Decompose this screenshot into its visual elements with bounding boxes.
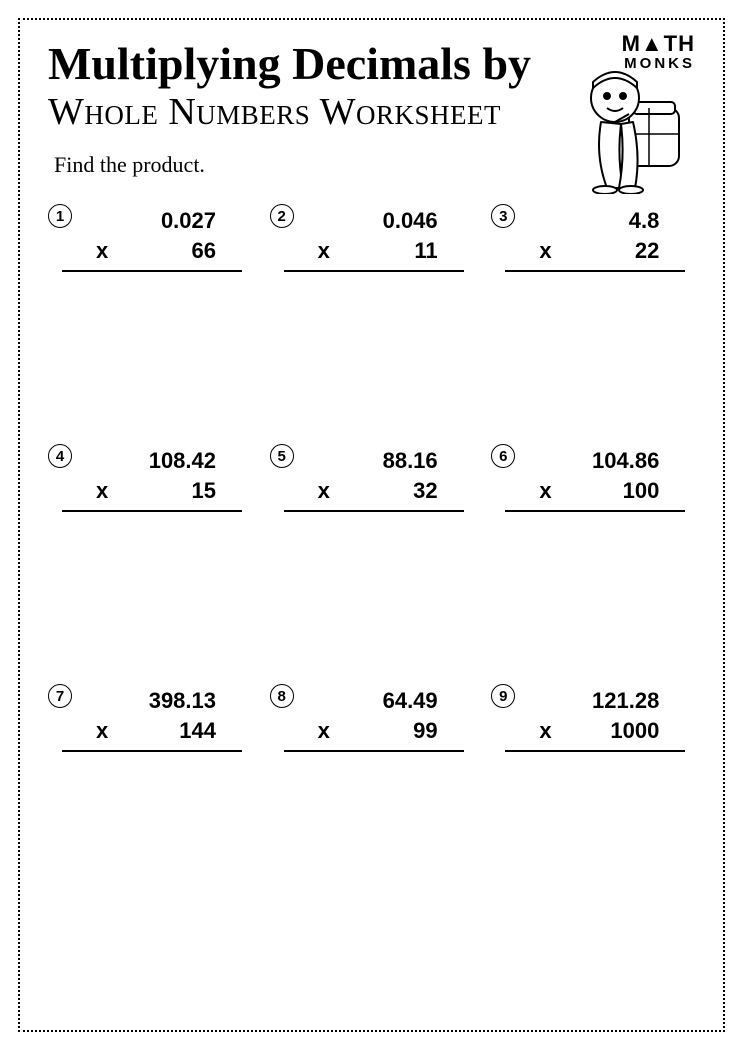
answer-line — [284, 750, 464, 752]
worksheet-page: M▲TH MONKS Multiplying Decimals by Whole… — [18, 18, 725, 1032]
problem-number: 2 — [270, 204, 294, 228]
multiplier: 15 — [192, 478, 216, 503]
multiplier-line: x 66 — [62, 236, 242, 266]
problem-number: 8 — [270, 684, 294, 708]
multiplicand: 121.28 — [505, 686, 685, 716]
answer-line — [284, 510, 464, 512]
multiplicand: 0.027 — [62, 206, 242, 236]
triangle-icon: ▲ — [641, 34, 664, 55]
operator: x — [318, 476, 330, 506]
answer-line — [284, 270, 464, 272]
answer-line — [62, 270, 242, 272]
operator: x — [96, 476, 108, 506]
math-block: 121.28 x 1000 — [505, 686, 685, 752]
operator: x — [96, 716, 108, 746]
multiplier-line: x 99 — [284, 716, 464, 746]
multiplier-line: x 100 — [505, 476, 685, 506]
operator: x — [318, 716, 330, 746]
math-block: 104.86 x 100 — [505, 446, 685, 512]
multiplicand: 0.046 — [284, 206, 464, 236]
math-block: 398.13 x 144 — [62, 686, 242, 752]
operator: x — [318, 236, 330, 266]
math-block: 108.42 x 15 — [62, 446, 242, 512]
multiplier: 144 — [179, 718, 216, 743]
problem-1: 1 0.027 x66 — [48, 202, 252, 442]
problem-5: 5 88.16 x 32 — [270, 442, 474, 682]
answer-line — [505, 750, 685, 752]
operator: x — [539, 236, 551, 266]
problem-3: 3 4.8 x22 — [491, 202, 695, 442]
multiplier: 22 — [635, 238, 659, 263]
multiplier: 66 — [192, 238, 216, 263]
problem-9: 9 121.28 x1000 — [491, 682, 695, 922]
answer-line — [505, 270, 685, 272]
problem-number: 5 — [270, 444, 294, 468]
math-block: 4.8 x 22 — [505, 206, 685, 272]
problem-4: 4 108.42 x15 — [48, 442, 252, 682]
multiplicand: 104.86 — [505, 446, 685, 476]
multiplier-line: x 15 — [62, 476, 242, 506]
multiplier: 11 — [414, 238, 437, 263]
multiplier: 1000 — [610, 718, 659, 743]
multiplicand: 398.13 — [62, 686, 242, 716]
multiplier: 32 — [413, 478, 437, 503]
multiplier-line: x 1000 — [505, 716, 685, 746]
brand-line1: M▲TH — [622, 34, 695, 55]
math-block: 64.49 x 99 — [284, 686, 464, 752]
multiplier: 100 — [623, 478, 660, 503]
multiplier-line: x 22 — [505, 236, 685, 266]
problems-grid: 1 0.027 x66 2 0.046 x11 3 4.8 x22 — [48, 202, 695, 922]
operator: x — [539, 476, 551, 506]
operator: x — [539, 716, 551, 746]
answer-line — [505, 510, 685, 512]
multiplicand: 108.42 — [62, 446, 242, 476]
math-block: 88.16 x 32 — [284, 446, 464, 512]
multiplicand: 64.49 — [284, 686, 464, 716]
math-block: 0.046 x 11 — [284, 206, 464, 272]
answer-line — [62, 750, 242, 752]
mascot-icon — [571, 64, 691, 194]
brand-m: M — [622, 31, 641, 56]
multiplicand: 4.8 — [505, 206, 685, 236]
multiplier: 99 — [413, 718, 437, 743]
problem-7: 7 398.13 x144 — [48, 682, 252, 922]
multiplier-line: x 32 — [284, 476, 464, 506]
problem-6: 6 104.86 x100 — [491, 442, 695, 682]
answer-line — [62, 510, 242, 512]
header: M▲TH MONKS Multiplying Decimals by Whole… — [48, 40, 695, 134]
problem-2: 2 0.046 x 11 — [270, 202, 474, 442]
math-block: 0.027 x 66 — [62, 206, 242, 272]
multiplier-line: x 11 — [284, 236, 464, 266]
multiplier-line: x 144 — [62, 716, 242, 746]
multiplicand: 88.16 — [284, 446, 464, 476]
operator: x — [96, 236, 108, 266]
brand-th: TH — [664, 31, 695, 56]
problem-8: 8 64.49 x 99 — [270, 682, 474, 922]
